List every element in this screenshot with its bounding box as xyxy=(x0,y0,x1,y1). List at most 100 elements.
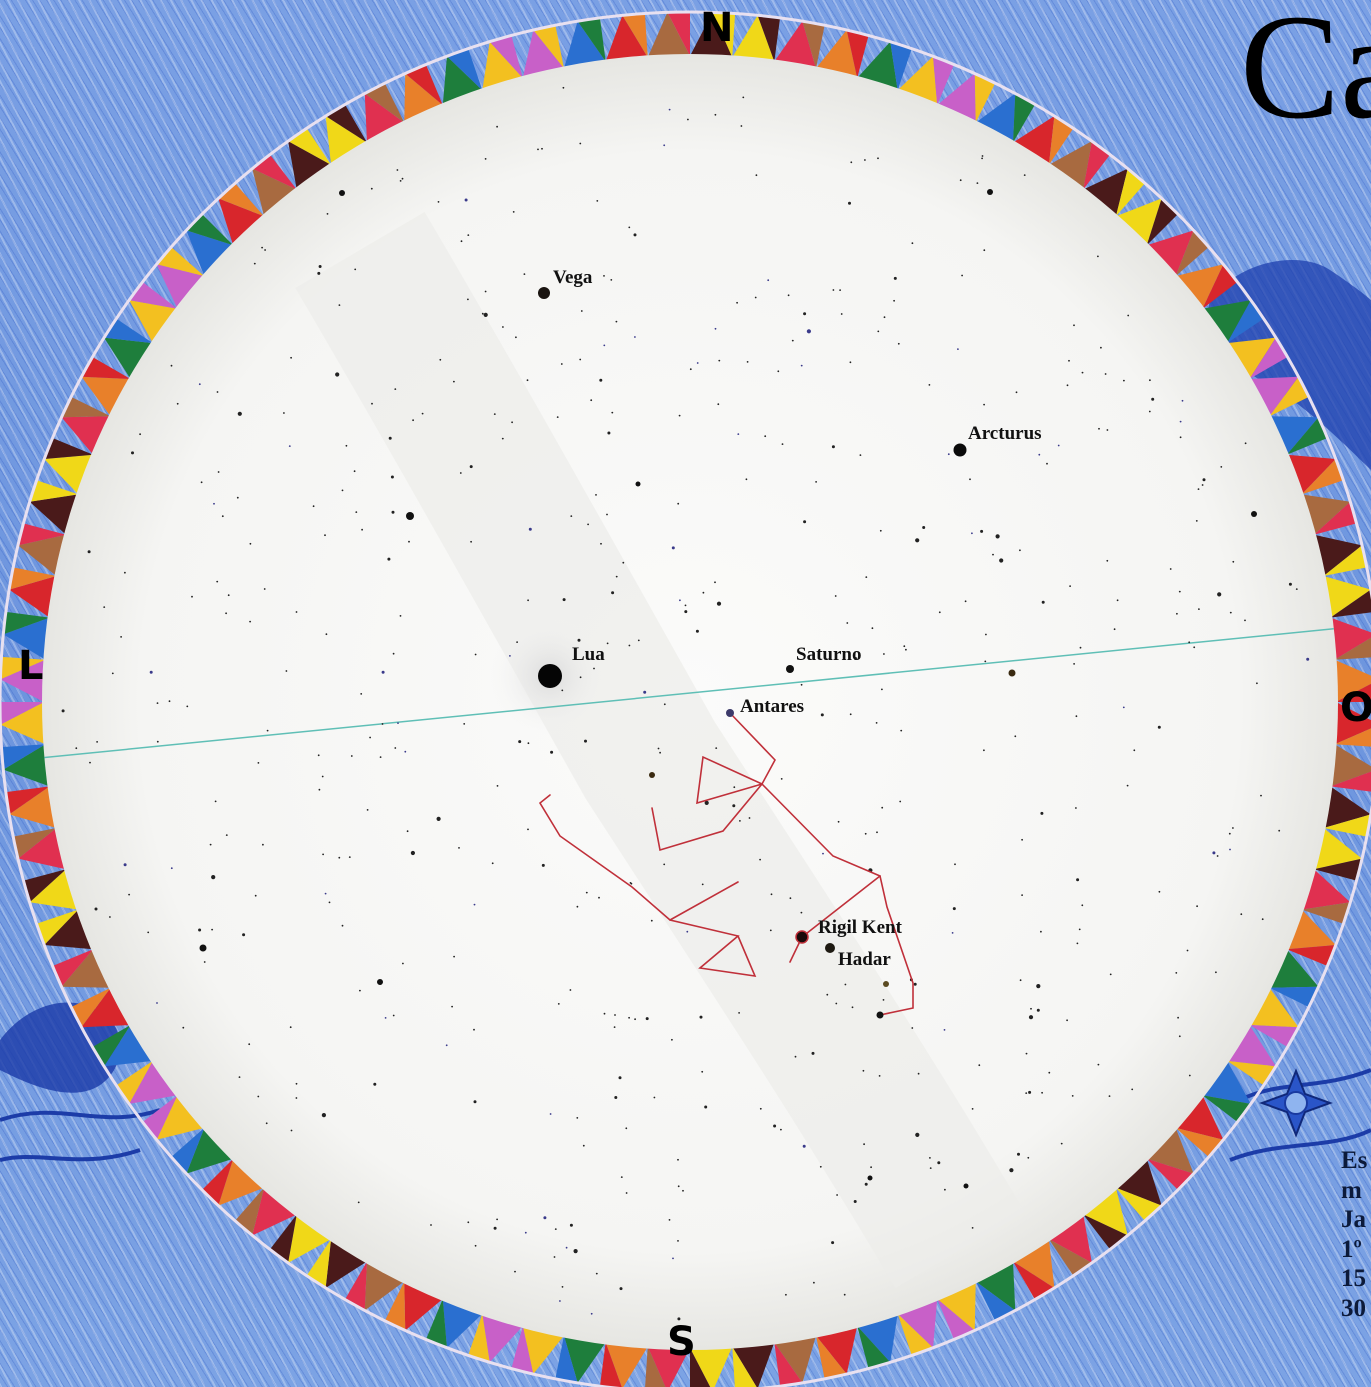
star-hadar xyxy=(825,943,835,953)
faint-star xyxy=(590,1312,593,1315)
faint-star xyxy=(1075,807,1077,809)
faint-star xyxy=(559,1300,561,1302)
faint-star xyxy=(1046,462,1048,465)
faint-star xyxy=(156,740,159,743)
faint-star xyxy=(1295,588,1298,590)
faint-star xyxy=(467,234,470,237)
border-triangle xyxy=(104,318,153,344)
faint-star xyxy=(1179,420,1182,423)
faint-star xyxy=(96,741,98,743)
faint-star xyxy=(248,1043,251,1046)
border-triangle xyxy=(1227,337,1276,379)
compass-south: S xyxy=(667,1319,696,1365)
bright-star xyxy=(339,190,345,196)
faint-star xyxy=(679,599,681,602)
faint-star xyxy=(1040,811,1044,815)
border-outline xyxy=(0,10,1371,1387)
faint-star xyxy=(1030,1007,1032,1010)
faint-star xyxy=(1079,646,1082,649)
border-triangle xyxy=(81,376,131,417)
faint-star xyxy=(1195,520,1198,522)
faint-star xyxy=(408,540,410,543)
faint-star xyxy=(131,451,134,455)
faint-star xyxy=(677,1317,681,1321)
faint-star xyxy=(606,642,609,645)
border-triangle xyxy=(1202,300,1251,344)
faint-star xyxy=(221,515,224,518)
faint-star xyxy=(1081,371,1084,374)
faint-star xyxy=(236,496,239,499)
faint-star xyxy=(755,174,758,177)
faint-star xyxy=(1019,549,1021,552)
border-triangle xyxy=(897,1313,934,1356)
faint-star xyxy=(800,364,803,367)
faint-star xyxy=(881,688,883,691)
faint-star xyxy=(225,612,228,615)
faint-star xyxy=(791,339,794,342)
border-triangle xyxy=(1334,728,1371,747)
faint-star xyxy=(840,313,843,315)
faint-star xyxy=(550,750,554,754)
faint-star xyxy=(952,907,956,911)
faint-star xyxy=(619,1287,623,1291)
faint-star xyxy=(254,894,257,897)
faint-star xyxy=(800,683,803,686)
border-triangle xyxy=(1048,116,1074,165)
border-triangle xyxy=(1330,744,1371,787)
border-triangle xyxy=(325,104,367,143)
border-triangle xyxy=(1146,1158,1194,1190)
faint-star xyxy=(610,279,613,281)
compass-west: O xyxy=(1340,685,1371,731)
border-triangle xyxy=(937,73,976,123)
border-triangle xyxy=(1146,1127,1194,1174)
border-triangle xyxy=(816,1335,847,1379)
faint-star xyxy=(467,298,469,301)
faint-star xyxy=(879,529,882,532)
faint-star xyxy=(437,201,440,203)
constellation-sagittarius xyxy=(538,794,757,977)
faint-star xyxy=(198,383,201,386)
bright-star xyxy=(1251,511,1257,517)
label-saturno: Saturno xyxy=(796,644,861,665)
faint-star xyxy=(579,142,582,145)
border-triangle xyxy=(1269,376,1309,417)
faint-star xyxy=(317,754,320,757)
border-triangle xyxy=(816,1325,858,1374)
faint-star xyxy=(995,534,1000,539)
border-triangle xyxy=(156,264,205,309)
faint-star xyxy=(576,1117,579,1119)
faint-star xyxy=(645,1017,649,1021)
faint-star xyxy=(265,1122,268,1125)
compass-east: L xyxy=(18,643,44,689)
border-triangle xyxy=(1330,771,1371,792)
faint-star xyxy=(249,620,252,623)
faint-star xyxy=(677,1158,679,1161)
faint-star xyxy=(1104,373,1107,375)
faint-star xyxy=(595,1272,598,1275)
border-triangle xyxy=(3,611,50,635)
border-triangle xyxy=(364,1261,405,1311)
faint-star xyxy=(1260,794,1262,797)
border-triangle xyxy=(1175,1095,1224,1140)
faint-star xyxy=(453,955,455,958)
bright-star xyxy=(377,979,383,985)
faint-star xyxy=(322,853,324,856)
border-triangle xyxy=(345,1261,367,1311)
faint-star xyxy=(820,713,824,717)
faint-star xyxy=(391,510,395,514)
faint-star xyxy=(663,703,666,706)
faint-star xyxy=(242,933,246,937)
faint-star xyxy=(1202,478,1206,482)
border-triangle xyxy=(1323,786,1371,829)
faint-star xyxy=(733,786,736,789)
border-triangle xyxy=(1334,659,1371,702)
faint-star xyxy=(897,342,900,345)
faint-star xyxy=(944,1188,946,1191)
border-triangle xyxy=(1202,1060,1251,1104)
border-triangle xyxy=(489,35,523,79)
faint-star xyxy=(176,402,179,405)
border-triangle xyxy=(1334,637,1371,660)
faint-star xyxy=(338,856,341,859)
bright-star xyxy=(867,1175,873,1181)
faint-star xyxy=(900,729,903,732)
